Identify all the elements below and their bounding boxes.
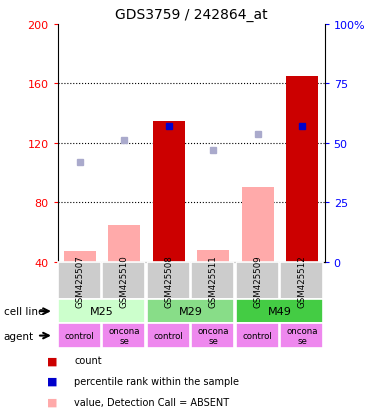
Text: GSM425512: GSM425512 xyxy=(298,254,307,307)
Text: M25: M25 xyxy=(90,306,114,316)
Text: GSM425507: GSM425507 xyxy=(75,254,84,307)
Text: percentile rank within the sample: percentile rank within the sample xyxy=(74,376,239,386)
Text: value, Detection Call = ABSENT: value, Detection Call = ABSENT xyxy=(74,397,229,407)
Title: GDS3759 / 242864_at: GDS3759 / 242864_at xyxy=(115,8,267,22)
Text: cell line: cell line xyxy=(4,306,44,316)
Text: M29: M29 xyxy=(179,306,203,316)
Bar xyxy=(286,77,318,262)
Text: control: control xyxy=(243,331,273,340)
Text: GSM425508: GSM425508 xyxy=(164,254,173,307)
Text: control: control xyxy=(65,331,95,340)
Bar xyxy=(108,225,140,262)
Bar xyxy=(197,250,229,262)
Bar xyxy=(242,188,274,262)
Text: ■: ■ xyxy=(47,397,57,407)
Text: M49: M49 xyxy=(268,306,292,316)
Text: count: count xyxy=(74,356,102,366)
Text: agent: agent xyxy=(4,331,34,341)
Text: GSM425510: GSM425510 xyxy=(120,254,129,307)
Text: control: control xyxy=(154,331,184,340)
Text: GSM425509: GSM425509 xyxy=(253,254,262,307)
Bar xyxy=(64,252,96,262)
Text: oncona
se: oncona se xyxy=(287,326,318,345)
Text: ■: ■ xyxy=(47,356,57,366)
Text: oncona
se: oncona se xyxy=(198,326,229,345)
Text: oncona
se: oncona se xyxy=(109,326,140,345)
Text: ■: ■ xyxy=(47,376,57,386)
Bar xyxy=(153,121,185,262)
Text: GSM425511: GSM425511 xyxy=(209,254,218,307)
